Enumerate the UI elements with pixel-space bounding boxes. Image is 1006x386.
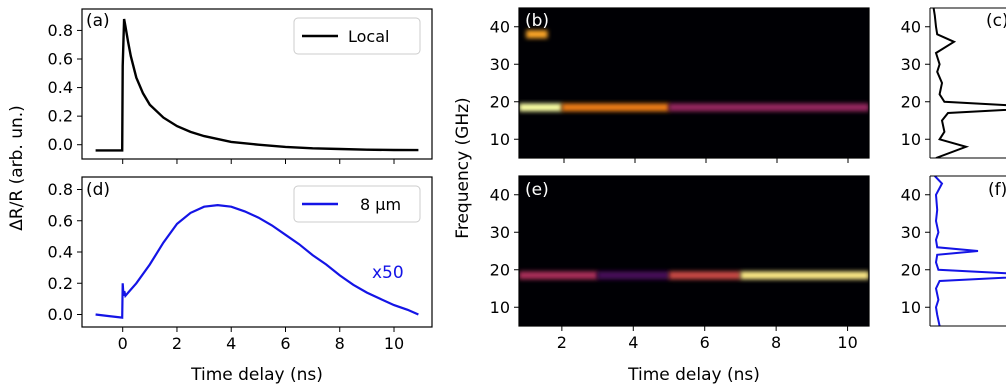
panel-a-legend-box (293, 17, 421, 55)
panel-e-y-ticks: 10 20 30 40 (490, 185, 519, 317)
panel-f-y-ticks: 10 20 30 40 (901, 185, 930, 317)
panel-f-y-tick-label: 30 (901, 223, 921, 242)
panel-f-y-tick-label: 40 (901, 185, 921, 204)
panel-b-background (519, 8, 869, 158)
panel-f-tag: (f) (988, 180, 1006, 200)
panel-c-spectrum (932, 8, 1006, 158)
panel-d-y-ticks: 0.0 0.2 0.4 0.6 0.8 (48, 180, 82, 324)
panel-d-y-tick-label: 0.0 (48, 305, 73, 324)
panel-b-band (519, 103, 562, 112)
panel-d-y-tick-label: 0.6 (48, 211, 73, 230)
panel-a-y-tick-label: 0.4 (48, 78, 73, 97)
panel-e-tag: (e) (525, 180, 549, 200)
panel-b-band (561, 103, 669, 112)
panel-e-frame (518, 175, 870, 327)
panel-d-x-tick-label: 4 (226, 334, 236, 353)
panel-f-spectrum (934, 176, 1006, 326)
panel-a-series-local (95, 18, 419, 152)
panel-a-legend: Local (293, 17, 421, 55)
panel-b-tag: (b) (525, 11, 549, 31)
panel-a-y-ticks: 0.0 0.2 0.4 0.6 0.8 (48, 21, 82, 154)
panel-d-x-tick-label: 2 (172, 334, 182, 353)
panel-c-y-tick-label: 10 (901, 130, 921, 149)
panel-a-frame (81, 8, 433, 160)
panel-e-x-tick-label: 2 (557, 333, 567, 352)
panel-e-x-tick-label: 10 (837, 333, 857, 352)
panel-d-x-axis-label: Time delay (ns) (190, 365, 323, 385)
panel-e-band (740, 271, 869, 280)
panel-b-y-tick-label: 40 (490, 17, 510, 36)
panel-a-y-tick-label: 0.8 (48, 21, 73, 40)
panel-b-frame (518, 7, 870, 159)
panel-d-x-tick-label: 10 (384, 334, 404, 353)
panel-a: 0.0 0.2 0.4 0.6 0.8 (a) Local (48, 8, 433, 164)
panel-a-legend-label: Local (348, 27, 389, 46)
panel-a-y-tick-label: 0.6 (48, 50, 73, 69)
panel-e-band (597, 271, 669, 280)
panel-d-legend-label: 8 µm (360, 195, 401, 214)
panel-d-series-8um (95, 203, 419, 319)
panel-e-background (519, 176, 869, 326)
panel-d-y-tick-label: 0.2 (48, 274, 73, 293)
panel-d-annotation-x50: x50 (372, 263, 404, 283)
left-y-axis-label: ΔR/R (arb. un.) (7, 105, 27, 231)
panel-f-y-tick-label: 10 (901, 298, 921, 317)
panel-e-x-tick-label: 6 (700, 333, 710, 352)
panel-b-y-tick-label: 20 (490, 92, 510, 111)
panel-b-band (526, 30, 548, 39)
panel-b-band (669, 103, 869, 112)
panel-a-x-ticks (122, 159, 395, 164)
panel-d-x-ticks: 0 2 4 6 8 10 (118, 327, 404, 353)
panel-b-y-ticks: 10 20 30 40 (490, 17, 519, 149)
panel-b-y-tick-label: 30 (490, 55, 510, 74)
panel-b: 10 20 30 40 (b) (490, 7, 870, 163)
panel-e-y-tick-label: 30 (490, 223, 510, 242)
panel-e-x-tick-label: 4 (628, 333, 638, 352)
panel-b-features (519, 30, 869, 112)
panel-e-band (519, 271, 598, 280)
panel-c-y-ticks: 10 20 30 40 (901, 17, 930, 149)
panel-f-y-tick-label: 20 (901, 260, 921, 279)
panel-d-legend-box (293, 185, 421, 223)
panel-c: 10 20 30 40 (c) (901, 7, 1006, 159)
panel-a-y-tick-label: 0.2 (48, 107, 73, 126)
panel-e-features (519, 271, 869, 280)
panel-f: 10 20 30 40 (f) (901, 175, 1006, 327)
panel-d-legend: 8 µm (293, 185, 421, 223)
panel-d: 0.0 0.2 0.4 0.6 0.8 0 2 4 6 8 10 (d) 8 µm x50 Tim… (48, 176, 433, 385)
panel-c-tag: (c) (986, 11, 1006, 31)
panel-e-x-ticks: 2 4 6 8 10 (557, 326, 858, 352)
panel-a-tag: (a) (86, 11, 110, 31)
panel-e-band (669, 271, 741, 280)
panel-c-y-tick-label: 40 (901, 17, 921, 36)
panel-d-tag: (d) (86, 180, 110, 200)
panel-b-y-tick-label: 10 (490, 130, 510, 149)
panel-c-y-tick-label: 30 (901, 55, 921, 74)
panel-e: 10 20 30 40 2 4 6 8 10 (e) Time delay (ns) (490, 175, 870, 385)
panel-a-y-tick-label: 0.0 (48, 135, 73, 154)
panel-d-x-tick-label: 6 (280, 334, 290, 353)
panel-e-y-tick-label: 40 (490, 185, 510, 204)
panel-d-x-tick-label: 0 (118, 334, 128, 353)
panel-d-y-tick-label: 0.8 (48, 180, 73, 199)
panel-e-y-tick-label: 20 (490, 260, 510, 279)
panel-e-x-tick-label: 8 (771, 333, 781, 352)
panel-d-y-tick-label: 0.4 (48, 243, 73, 262)
panel-d-x-tick-label: 8 (335, 334, 345, 353)
panel-c-y-tick-label: 20 (901, 92, 921, 111)
panel-b-x-ticks (563, 158, 849, 163)
panel-e-x-axis-label: Time delay (ns) (627, 365, 760, 385)
panel-e-y-tick-label: 10 (490, 298, 510, 317)
heatmap-y-axis-label: Frequency (GHz) (453, 97, 473, 238)
